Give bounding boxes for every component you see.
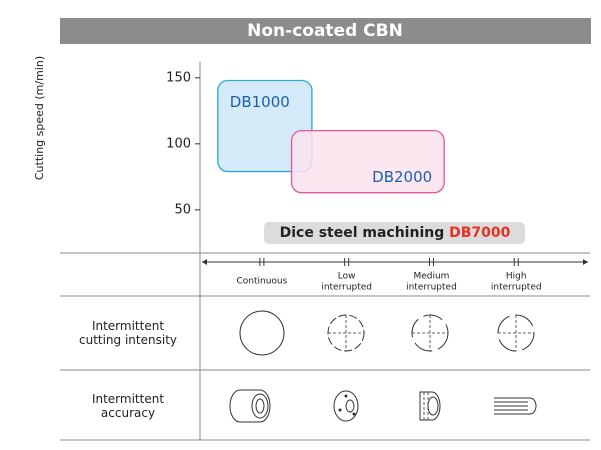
accuracy-icons: [229, 389, 537, 423]
x-tick-label: Low interrupted: [321, 271, 372, 292]
range-box: [290, 129, 445, 194]
x-tick-label: Medium interrupted: [406, 271, 457, 292]
range-label: DB2000: [372, 168, 432, 186]
range-box: [217, 79, 313, 173]
row-label: Intermittent cutting intensity: [79, 318, 177, 346]
intensity-icons: [239, 310, 535, 356]
row-label: Intermittent accuracy: [92, 391, 164, 419]
annotation: Dice steel machining DB7000: [280, 225, 511, 241]
y-tick-label: 150: [166, 70, 191, 85]
annotation-text: Dice steel machining: [280, 225, 445, 241]
range-label: DB1000: [230, 93, 290, 111]
y-tick-label: 50: [174, 202, 191, 217]
x-tick: [344, 258, 350, 266]
x-tick-label: Continuous: [236, 277, 287, 287]
chart-title: Non-coated CBN: [247, 21, 403, 41]
annotation-box: [264, 222, 525, 244]
x-tick: [428, 258, 434, 266]
annotation-highlight: DB7000: [449, 225, 511, 241]
x-tick: [513, 258, 519, 266]
title-bar: [60, 18, 591, 44]
x-tick-label: High interrupted: [491, 271, 542, 292]
y-axis-label: Cutting speed (m/min): [33, 56, 46, 180]
x-tick: [259, 258, 265, 266]
y-tick-label: 100: [166, 136, 191, 151]
